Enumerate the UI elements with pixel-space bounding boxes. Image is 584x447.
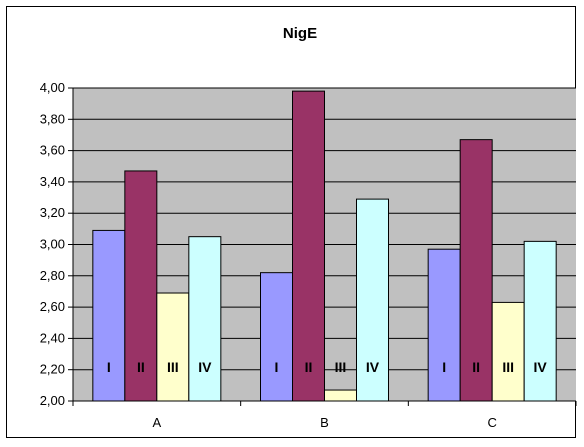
bar: [156, 292, 190, 402]
bar: [260, 272, 293, 402]
bar: [356, 198, 389, 402]
y-tick-labels: 2,00 2,20 2,40 2,60 2,80 3,00 3,20 3,40 3,60 3,80…: [40, 80, 65, 408]
bar: [324, 389, 357, 402]
bars: I II III IV I II III IV I II III IV: [92, 90, 557, 402]
y-tick-label: 3,60: [40, 143, 65, 158]
bar-series-label: IV: [534, 359, 548, 375]
bar-series-label: II: [305, 359, 313, 375]
bar-series-label: III: [335, 359, 347, 375]
bar-series-label: I: [442, 359, 446, 375]
chart-title: NigE: [283, 25, 317, 42]
y-tick-label: 3,80: [40, 111, 65, 126]
bar-series-label: I: [107, 359, 111, 375]
bar: [188, 236, 222, 402]
bar-series-label: II: [137, 359, 145, 375]
axes: [68, 87, 577, 406]
x-category-label: B: [320, 415, 329, 430]
bar-series-label: I: [275, 359, 279, 375]
y-tick-label: 3,40: [40, 174, 65, 189]
y-tick-label: 4,00: [40, 80, 65, 95]
x-category-labels: A B C: [152, 415, 496, 430]
bar-series-label: III: [502, 359, 514, 375]
y-tick-label: 3,20: [40, 205, 65, 220]
bar: [491, 301, 525, 402]
bar: [292, 90, 325, 402]
y-tick-label: 2,20: [40, 362, 65, 377]
bar-series-label: IV: [366, 359, 380, 375]
y-tick-label: 3,00: [40, 237, 65, 252]
y-tick-label: 2,00: [40, 393, 65, 408]
bar: [427, 248, 461, 402]
y-tick-label: 2,40: [40, 330, 65, 345]
bar: [92, 229, 126, 402]
bar: [523, 240, 557, 402]
x-category-label: C: [487, 415, 496, 430]
bar: [459, 139, 493, 402]
x-category-label: A: [152, 415, 161, 430]
y-tick-label: 2,60: [40, 299, 65, 314]
bar-series-label: II: [472, 359, 480, 375]
bar-series-label: III: [167, 359, 179, 375]
bar-series-label: IV: [198, 359, 212, 375]
y-tick-label: 2,80: [40, 268, 65, 283]
